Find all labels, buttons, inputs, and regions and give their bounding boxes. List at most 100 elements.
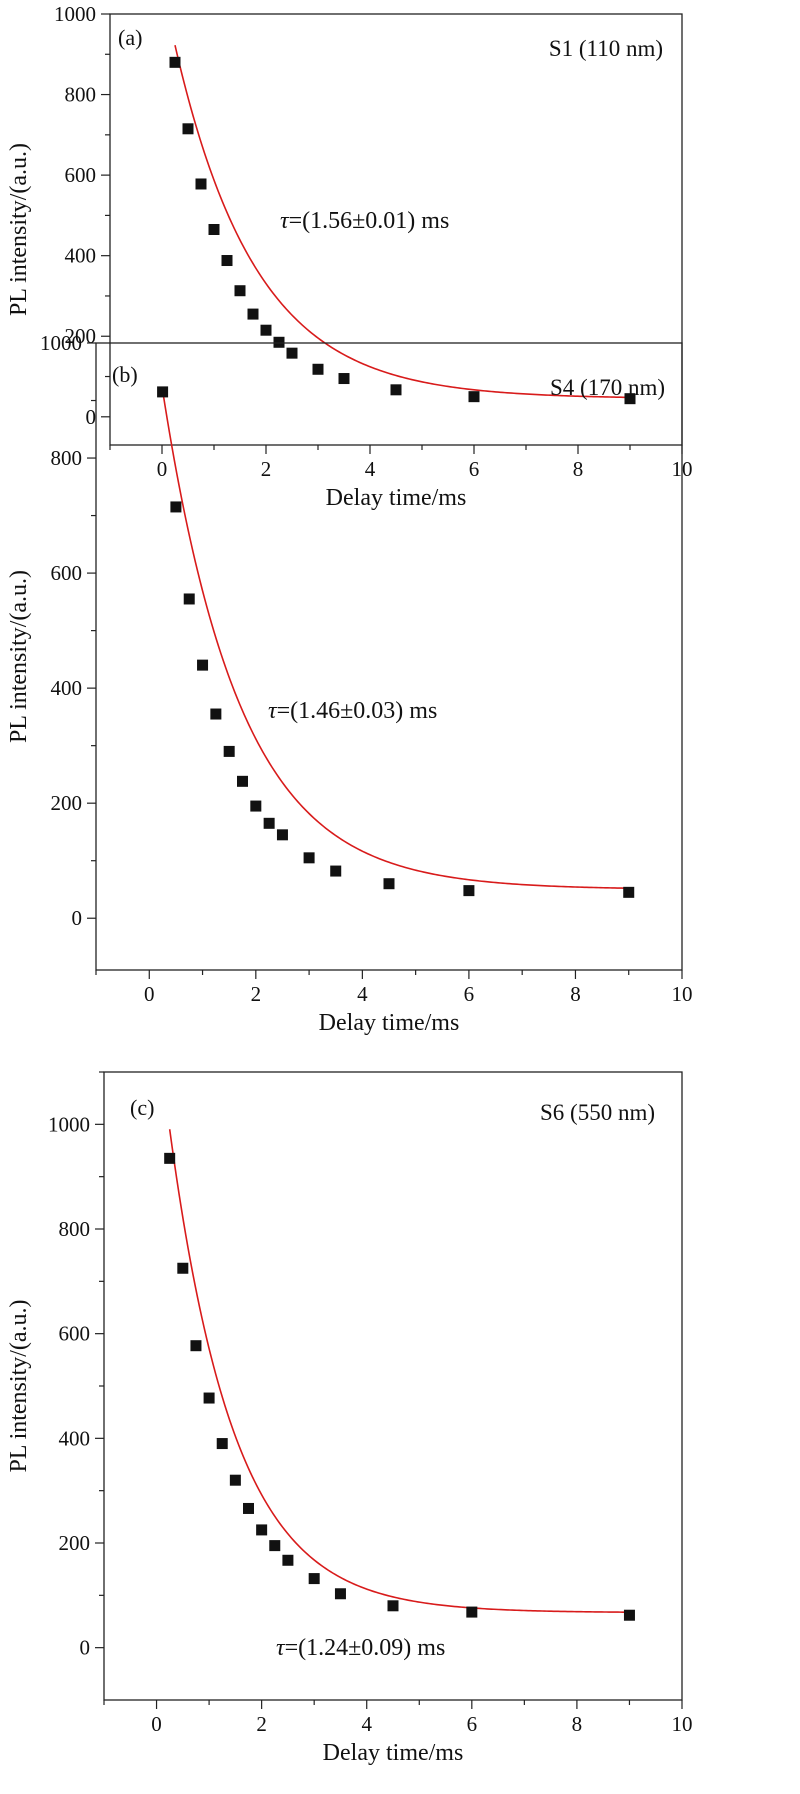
panel-2: 0 2 4 6 8 10 0 2 0 0 400 600 800 1000 Delay time/ms PL … xyxy=(6,331,693,1036)
data-point xyxy=(250,800,262,812)
data-point xyxy=(216,1438,228,1450)
y-axis-title: PL intensity/(a.u.) xyxy=(6,143,32,316)
data-point xyxy=(338,373,350,385)
data-point xyxy=(157,386,169,398)
tau-symbol: τ xyxy=(276,1635,286,1661)
data-point xyxy=(195,178,207,190)
y-tick-label: 0 xyxy=(72,906,83,930)
panel-tag: (b) xyxy=(112,362,138,387)
y-tick-label: 800 xyxy=(59,1217,91,1241)
x-tick-label: 2 xyxy=(256,1712,267,1736)
fit-curve xyxy=(174,45,631,399)
data-point xyxy=(177,1262,189,1274)
data-point xyxy=(237,775,248,787)
data-point xyxy=(308,1573,320,1585)
y-tick-label: 1000 xyxy=(40,331,82,355)
x-tick-label: 4 xyxy=(357,982,368,1006)
x-tick-label: 0 xyxy=(157,457,168,481)
data-point xyxy=(624,393,636,405)
data-point xyxy=(170,501,182,513)
x-tick-label: 0 xyxy=(144,982,155,1006)
tau-symbol: τ xyxy=(268,698,278,724)
data-point xyxy=(256,1524,268,1536)
y-tick-label: 600 xyxy=(59,1322,91,1346)
panel-tag: (c) xyxy=(130,1095,154,1120)
tau-value: =(1.46±0.03) ms xyxy=(277,698,438,724)
data-point xyxy=(466,1606,478,1618)
data-point xyxy=(263,817,275,829)
data-point xyxy=(260,324,272,336)
x-tick-label: 8 xyxy=(570,982,581,1006)
y-tick-label: 0 xyxy=(86,405,97,429)
x-tick-label: 2 xyxy=(251,982,262,1006)
data-point xyxy=(210,708,222,720)
y-axis-title: PL intensity/(a.u.) xyxy=(6,1299,32,1472)
plot-frame xyxy=(95,342,683,971)
plot-frame xyxy=(109,13,683,446)
y-tick-label: 400 xyxy=(65,244,97,268)
data-point xyxy=(169,56,181,68)
lifetime-annotation: τ=(1.24±0.09) ms xyxy=(276,1635,445,1661)
x-tick-label: 10 xyxy=(672,1712,693,1736)
data-point xyxy=(223,745,235,757)
data-point xyxy=(269,1540,281,1552)
x-axis-title: Delay time/ms xyxy=(319,1010,460,1036)
data-point xyxy=(390,384,402,396)
data-point xyxy=(183,593,195,605)
data-point xyxy=(203,1392,215,1404)
x-tick-label: 6 xyxy=(464,982,475,1006)
data-point xyxy=(383,878,395,890)
y-tick-label: 400 xyxy=(51,676,83,700)
y-tick-label: 1000 xyxy=(54,2,96,26)
data-point xyxy=(247,308,259,320)
x-tick-label: 6 xyxy=(469,457,480,481)
lifetime-annotation: τ=(1.56±0.01) ms xyxy=(280,208,449,234)
data-point xyxy=(243,1502,254,1514)
y-tick-label: 1000 xyxy=(48,1112,90,1136)
data-point xyxy=(282,1554,294,1566)
x-tick-label: 8 xyxy=(573,457,584,481)
data-point xyxy=(286,347,298,359)
x-tick-label: 4 xyxy=(365,457,376,481)
sample-label: S1 (110 nm) xyxy=(549,36,663,61)
data-point xyxy=(182,123,194,135)
panel-tag: (a) xyxy=(118,25,142,50)
data-point xyxy=(334,1588,346,1600)
tau-value: =(1.24±0.09) ms xyxy=(285,1635,446,1661)
data-point xyxy=(164,1152,176,1164)
y-tick-label: 400 xyxy=(59,1426,91,1450)
data-point xyxy=(623,1609,635,1621)
y-axis-title: PL intensity/(a.u.) xyxy=(6,570,32,743)
data-point xyxy=(229,1474,241,1486)
y-tick-label: 800 xyxy=(51,446,83,470)
x-axis-title: Delay time/ms xyxy=(326,485,467,511)
y-tick-label: 200 xyxy=(59,1531,91,1555)
y-tick-label: 200 xyxy=(65,324,97,348)
y-tick-label: 800 xyxy=(65,83,97,107)
data-point xyxy=(468,391,480,403)
sample-label: S6 (550 nm) xyxy=(540,1100,655,1125)
tau-value: =(1.56±0.01) ms xyxy=(289,208,450,234)
x-tick-label: 4 xyxy=(361,1712,372,1736)
data-point xyxy=(330,865,342,877)
x-tick-label: 0 xyxy=(151,1712,162,1736)
x-tick-label: 8 xyxy=(572,1712,583,1736)
x-tick-label: 10 xyxy=(672,982,693,1006)
fit-curve xyxy=(168,1129,630,1613)
data-point xyxy=(190,1340,202,1352)
data-point xyxy=(463,885,475,897)
y-tick-label: 0 xyxy=(80,1636,91,1660)
lifetime-annotation: τ=(1.46±0.03) ms xyxy=(268,698,437,724)
data-point xyxy=(208,224,220,235)
tau-symbol: τ xyxy=(280,208,290,234)
x-tick-label: 2 xyxy=(261,457,272,481)
y-tick-label: 600 xyxy=(65,163,97,187)
fit-curve xyxy=(161,390,629,890)
panel-3: 0 2 4 6 8 10 0 200 400 600 800 1000 Delay time/ms PL … xyxy=(6,1071,693,1766)
data-point xyxy=(197,659,209,671)
y-tick-label: 600 xyxy=(51,561,83,585)
data-point xyxy=(623,886,635,898)
data-point xyxy=(303,852,315,864)
